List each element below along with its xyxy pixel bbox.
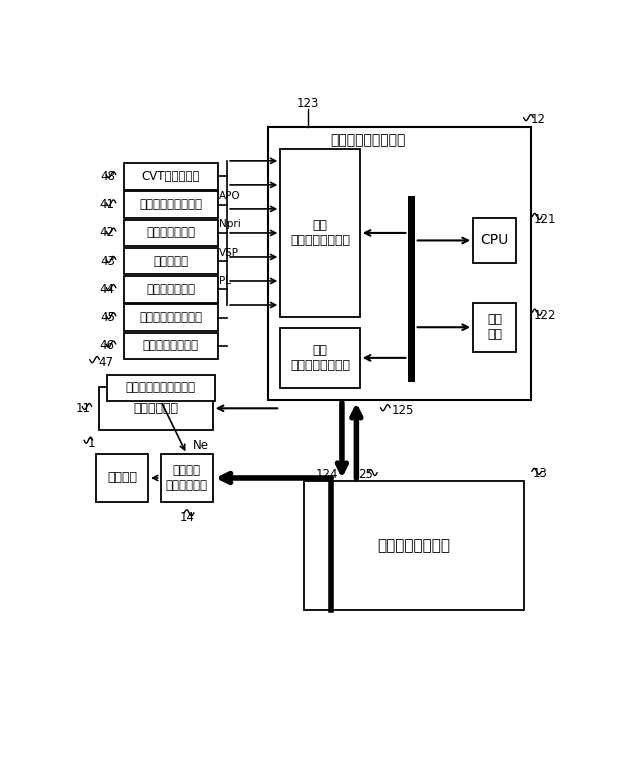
Text: 25: 25 [358, 469, 373, 481]
Text: Ne: Ne [192, 439, 208, 452]
Text: 121: 121 [533, 213, 556, 226]
Text: 変速機コントローラ: 変速機コントローラ [330, 133, 406, 147]
Text: APO: APO [218, 191, 240, 201]
Text: インヒビタスイッチ: インヒビタスイッチ [139, 311, 202, 324]
Bar [280, 328, 360, 388]
Text: 45: 45 [100, 311, 115, 324]
Text: 12: 12 [531, 113, 545, 126]
Text: 42: 42 [100, 226, 115, 239]
Bar [124, 220, 218, 246]
Text: VSP: VSP [218, 247, 238, 257]
Bar [124, 276, 218, 303]
Text: 記憶
装置: 記憶 装置 [487, 314, 502, 341]
Bar [124, 304, 218, 331]
Bar [100, 387, 213, 430]
Text: PL: PL [218, 276, 231, 285]
Bar [304, 481, 524, 610]
Bar [96, 454, 148, 502]
Text: 46: 46 [100, 339, 115, 353]
Text: 47: 47 [98, 356, 113, 369]
Text: 出力
インターフェース: 出力 インターフェース [290, 344, 350, 372]
Bar [473, 218, 516, 263]
Text: 入力
インターフェース: 入力 インターフェース [290, 219, 350, 247]
Text: エンジン
コントローラ: エンジン コントローラ [165, 464, 208, 492]
Text: 123: 123 [297, 98, 319, 110]
Bar [409, 196, 415, 382]
Text: エンジン回転数センサ: エンジン回転数センサ [126, 381, 196, 395]
Text: 統合コントローラ: 統合コントローラ [378, 538, 450, 553]
Text: 14: 14 [179, 511, 194, 523]
Text: CPU: CPU [481, 233, 509, 247]
Text: 回転速度センサ: 回転速度センサ [146, 226, 195, 239]
Text: 13: 13 [533, 467, 548, 480]
Text: ライン圧センサ: ライン圧センサ [146, 283, 195, 296]
Text: アクセル開度センサ: アクセル開度センサ [139, 198, 202, 211]
Text: 車速センサ: 車速センサ [153, 254, 188, 268]
Bar [280, 149, 360, 317]
Bar [124, 192, 218, 218]
Bar [107, 374, 215, 401]
Text: 44: 44 [100, 283, 115, 296]
Bar [124, 332, 218, 359]
Text: 11: 11 [76, 402, 91, 415]
Text: 122: 122 [533, 309, 556, 321]
Text: Npri: Npri [218, 219, 240, 229]
Bar [124, 163, 218, 190]
Bar [473, 303, 516, 352]
Text: 1: 1 [88, 437, 95, 449]
Bar [124, 248, 218, 275]
Text: 43: 43 [100, 254, 115, 268]
Text: 48: 48 [100, 170, 115, 183]
Text: 124: 124 [315, 469, 338, 481]
Text: エンジン: エンジン [107, 471, 137, 484]
Text: CVT油温センサ: CVT油温センサ [141, 170, 200, 183]
Text: 125: 125 [392, 404, 414, 417]
Text: 41: 41 [100, 198, 115, 211]
Text: 油圧制御回路: 油圧制御回路 [134, 402, 179, 415]
Bar [160, 454, 213, 502]
Bar [268, 126, 531, 400]
Text: ブレーキスイッチ: ブレーキスイッチ [142, 339, 198, 353]
